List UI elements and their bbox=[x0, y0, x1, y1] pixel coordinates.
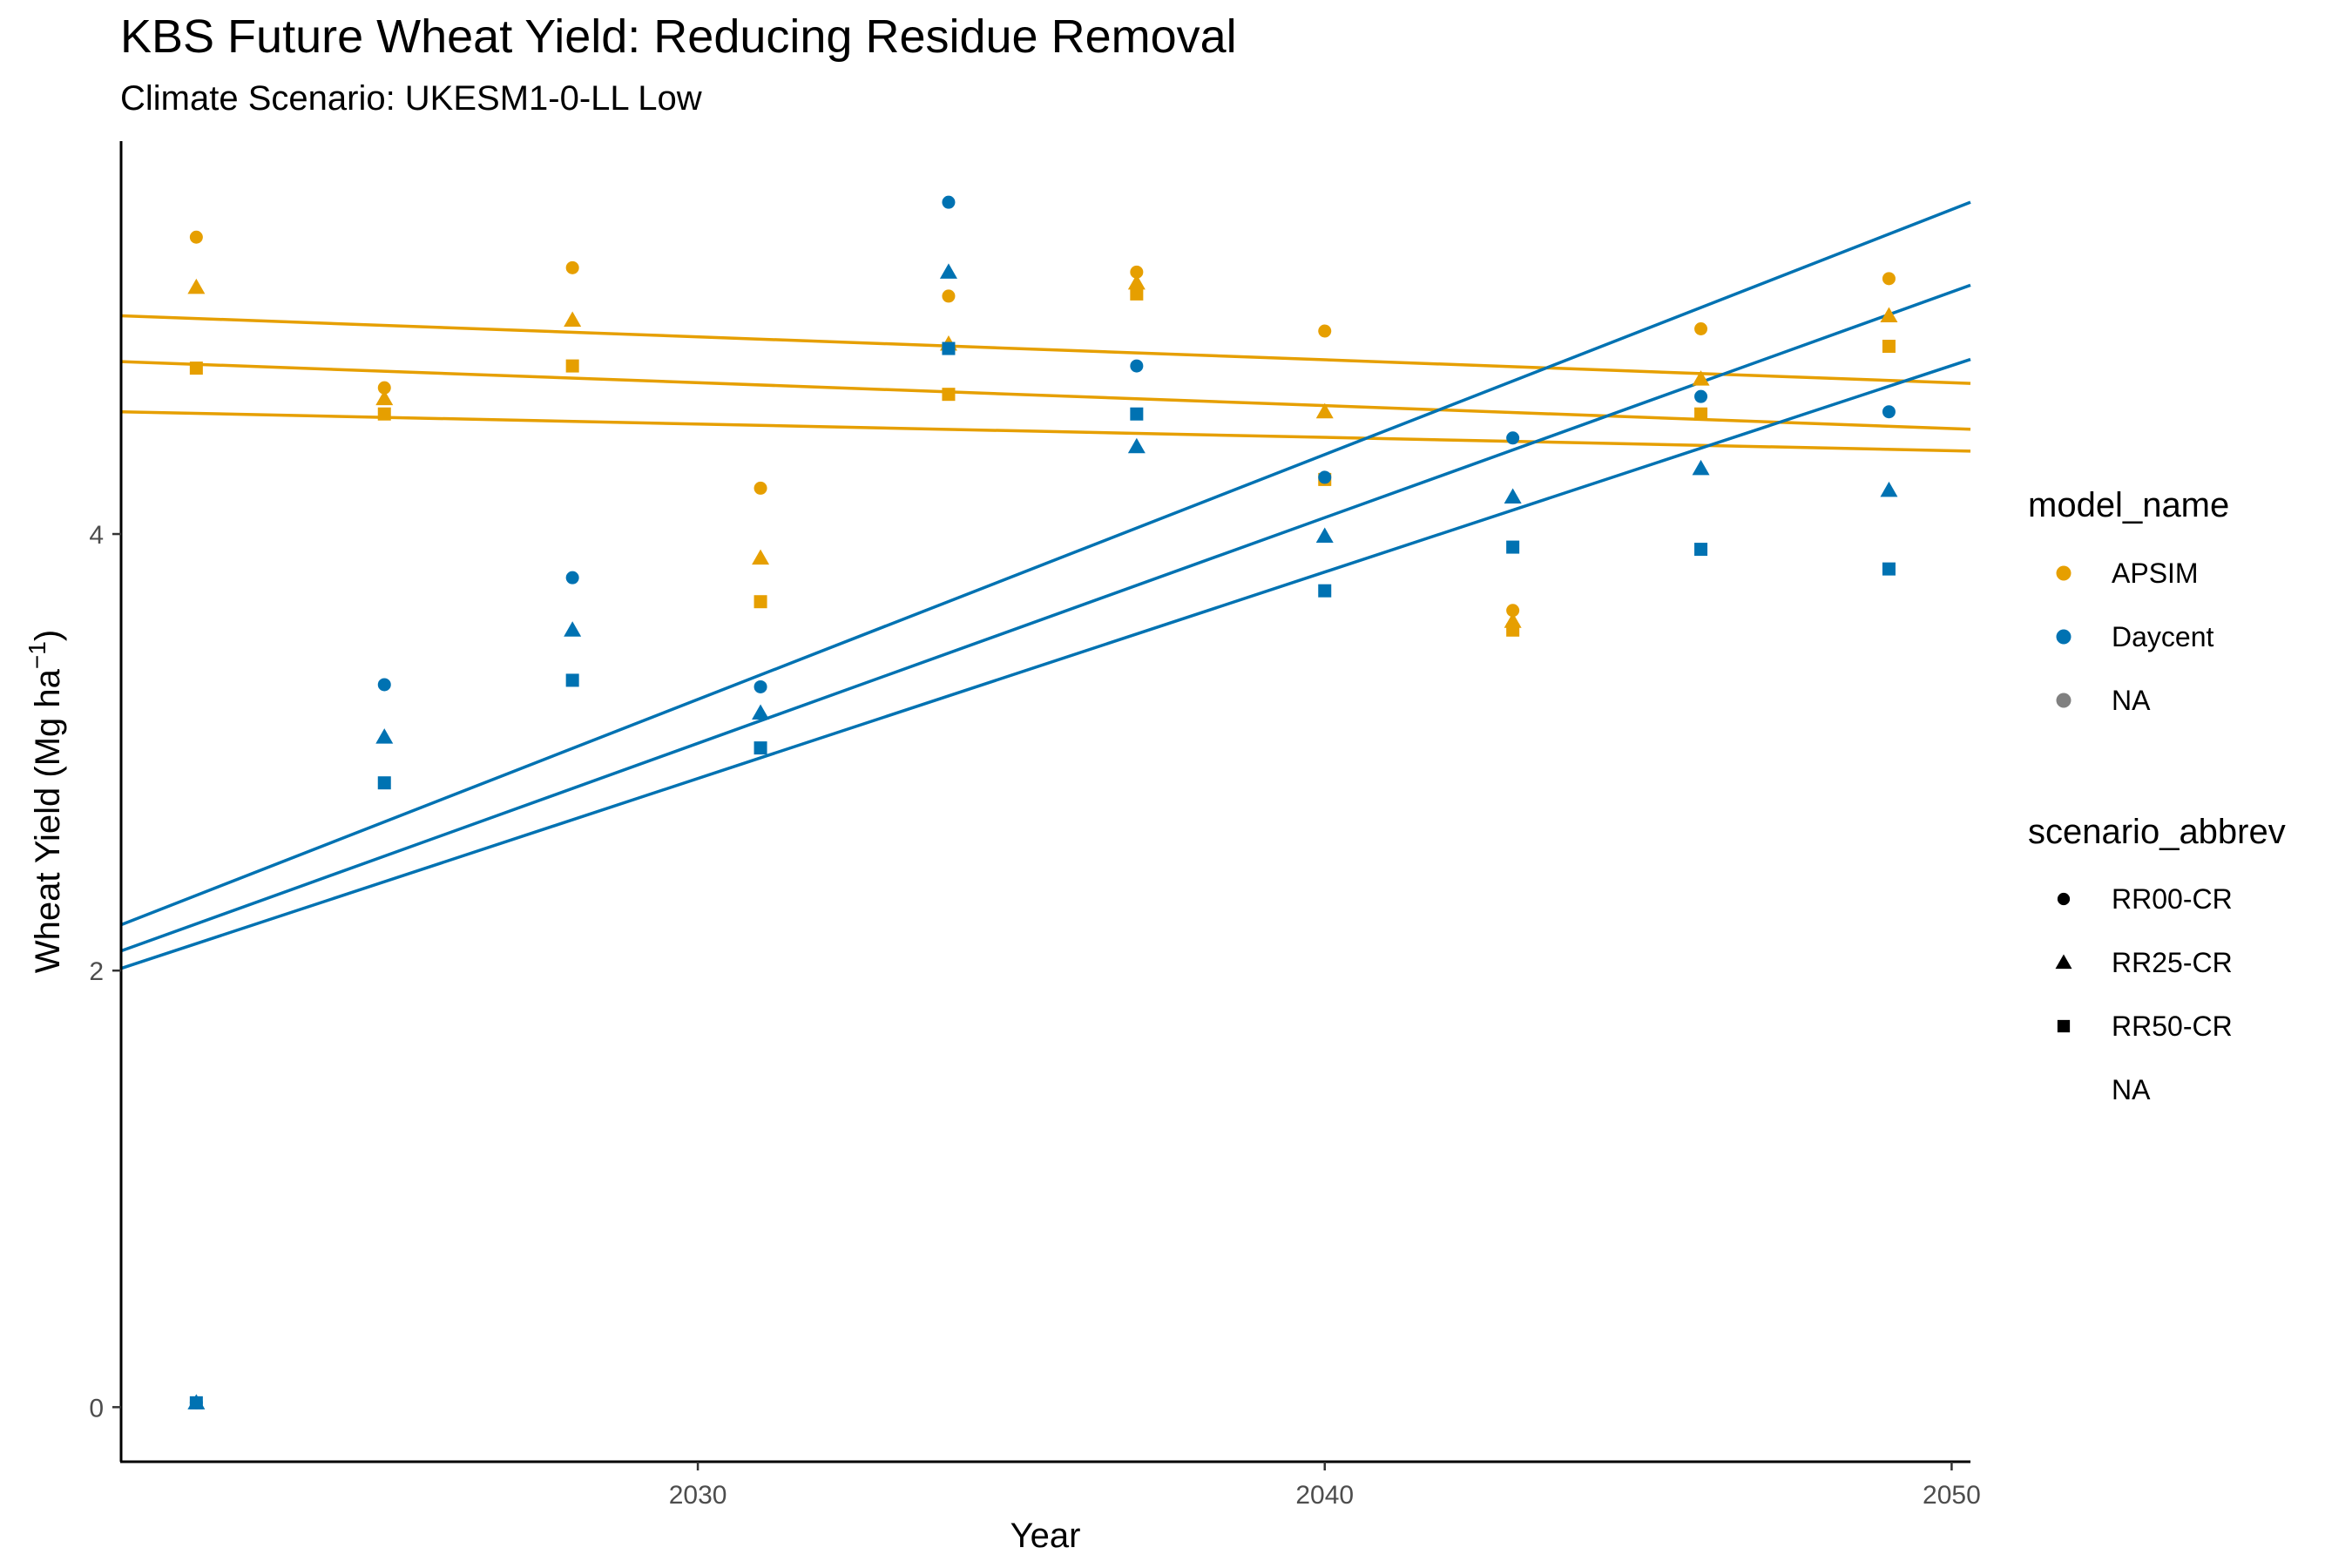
data-point-daycent-rr00-cr bbox=[942, 195, 956, 209]
data-point-apsim-rr00-cr bbox=[1694, 321, 1708, 335]
data-point-daycent-rr00-cr bbox=[1694, 389, 1708, 403]
data-point-daycent-rr00-cr bbox=[565, 571, 579, 585]
data-point-daycent-rr50-cr bbox=[754, 741, 767, 755]
data-point-daycent-rr25-cr bbox=[1692, 459, 1710, 476]
x-axis-title: Year bbox=[1010, 1517, 1081, 1555]
data-point-apsim-rr00-cr bbox=[189, 230, 203, 244]
data-point-apsim-rr50-cr bbox=[565, 359, 579, 373]
data-point-apsim-rr50-cr bbox=[189, 362, 203, 375]
trend-line-daycent-4 bbox=[120, 200, 1971, 927]
y-tick-label: 4 bbox=[89, 521, 104, 550]
data-point-apsim-rr50-cr bbox=[1506, 623, 1520, 637]
data-point-apsim-rr00-cr bbox=[565, 260, 579, 274]
data-point-daycent-rr50-cr bbox=[942, 341, 956, 355]
trend-lines bbox=[120, 200, 1971, 970]
data-point-daycent-rr25-cr bbox=[1504, 488, 1522, 504]
trend-line-apsim-2 bbox=[120, 360, 1971, 431]
data-point-apsim-rr25-cr bbox=[1315, 402, 1334, 419]
data-point-daycent-rr25-cr bbox=[375, 728, 394, 744]
data-point-apsim-rr25-cr bbox=[1127, 274, 1146, 290]
data-point-daycent-rr25-cr bbox=[1127, 437, 1146, 454]
data-point-apsim-rr00-cr bbox=[1130, 265, 1144, 279]
legend: model_name APSIM Daycent NA scenario_abbre… bbox=[2028, 486, 2286, 1105]
legend-shape-title: scenario_abbrev bbox=[2028, 813, 2286, 851]
data-point-apsim-rr25-cr bbox=[752, 549, 770, 565]
data-point-apsim-rr50-cr bbox=[942, 388, 956, 402]
data-point-apsim-rr25-cr bbox=[375, 389, 394, 406]
data-point-daycent-rr00-cr bbox=[754, 679, 767, 693]
data-point-apsim-rr25-cr bbox=[187, 278, 206, 294]
legend-label-na: NA bbox=[2112, 685, 2151, 716]
data-point-daycent-rr00-cr bbox=[377, 678, 391, 692]
data-point-daycent-rr25-cr bbox=[1880, 481, 1898, 497]
x-axis-ticks: 2030 2040 2050 bbox=[669, 1462, 1981, 1510]
data-points bbox=[187, 195, 1898, 1409]
legend-label-rr00-cr: RR00-CR bbox=[2112, 883, 2233, 915]
data-point-apsim-rr50-cr bbox=[1694, 407, 1708, 421]
data-point-apsim-rr00-cr bbox=[1506, 604, 1520, 618]
data-point-daycent-rr25-cr bbox=[1315, 527, 1334, 544]
data-point-apsim-rr50-cr bbox=[377, 407, 391, 421]
data-point-apsim-rr50-cr bbox=[754, 595, 767, 609]
data-point-daycent-rr50-cr bbox=[377, 776, 391, 790]
y-axis-title-main: Wheat Yield (Mg ha bbox=[29, 668, 67, 973]
trend-line-daycent-6 bbox=[120, 357, 1971, 970]
data-point-apsim-rr50-cr bbox=[1882, 340, 1896, 354]
data-point-daycent-rr50-cr bbox=[1882, 562, 1896, 576]
data-point-apsim-rr00-cr bbox=[942, 289, 956, 303]
legend-key-na bbox=[2056, 693, 2072, 708]
trend-line-apsim-1 bbox=[120, 314, 1971, 385]
data-point-daycent-rr50-cr bbox=[1506, 540, 1520, 554]
data-point-apsim-rr50-cr bbox=[1130, 287, 1144, 301]
data-point-daycent-rr50-cr bbox=[1694, 543, 1708, 557]
legend-key-apsim bbox=[2056, 565, 2072, 581]
data-point-apsim-rr00-cr bbox=[1882, 272, 1896, 286]
legend-key-daycent bbox=[2056, 629, 2072, 645]
plot-area bbox=[120, 195, 1971, 1409]
data-point-apsim-rr25-cr bbox=[564, 311, 582, 327]
data-point-apsim-rr25-cr bbox=[1880, 307, 1898, 322]
trend-line-daycent-5 bbox=[120, 283, 1971, 953]
legend-label-daycent: Daycent bbox=[2112, 621, 2214, 652]
legend-key-rr50-cr bbox=[2057, 1019, 2071, 1033]
y-tick-label: 2 bbox=[89, 957, 104, 986]
data-point-daycent-rr00-cr bbox=[1130, 359, 1144, 373]
data-point-daycent-rr25-cr bbox=[564, 621, 582, 637]
data-point-daycent-rr25-cr bbox=[939, 263, 957, 279]
legend-label-na: NA bbox=[2112, 1074, 2151, 1105]
data-point-daycent-rr50-cr bbox=[565, 673, 579, 687]
data-point-apsim-rr00-cr bbox=[1318, 324, 1332, 338]
y-axis-title: Wheat Yield (Mg ha−1) bbox=[24, 630, 67, 973]
data-point-daycent-rr50-cr bbox=[189, 1396, 203, 1409]
legend-label-rr25-cr: RR25-CR bbox=[2112, 947, 2233, 978]
trend-line-apsim-3 bbox=[120, 409, 1971, 453]
legend-label-rr50-cr: RR50-CR bbox=[2112, 1010, 2233, 1042]
data-point-apsim-rr00-cr bbox=[754, 481, 767, 495]
x-tick-label: 2040 bbox=[1295, 1481, 1354, 1510]
data-point-apsim-rr25-cr bbox=[1692, 370, 1710, 386]
x-tick-label: 2050 bbox=[1923, 1481, 1981, 1510]
data-point-apsim-rr00-cr bbox=[377, 381, 391, 395]
data-point-daycent-rr00-cr bbox=[1506, 431, 1520, 445]
y-axis-title-superscript: −1 bbox=[24, 641, 51, 669]
legend-key-rr25-cr bbox=[2055, 954, 2072, 970]
legend-color-title: model_name bbox=[2028, 486, 2229, 524]
data-point-daycent-rr50-cr bbox=[1130, 407, 1144, 421]
x-tick-label: 2030 bbox=[669, 1481, 727, 1510]
y-axis-ticks: 0 2 4 bbox=[89, 521, 121, 1423]
y-tick-label: 0 bbox=[89, 1394, 104, 1423]
legend-shape-items: RR00-CR RR25-CR RR50-CR NA bbox=[2055, 883, 2233, 1105]
chart-subtitle: Climate Scenario: UKESM1-0-LL Low bbox=[120, 79, 702, 118]
legend-color-items: APSIM Daycent NA bbox=[2056, 558, 2214, 716]
y-axis-title-close: ) bbox=[29, 630, 67, 641]
data-point-daycent-rr50-cr bbox=[1318, 584, 1332, 598]
data-point-daycent-rr25-cr bbox=[752, 704, 770, 720]
data-point-daycent-rr00-cr bbox=[1318, 470, 1332, 484]
data-point-daycent-rr00-cr bbox=[1882, 405, 1896, 419]
legend-label-apsim: APSIM bbox=[2112, 558, 2199, 589]
legend-key-rr00-cr bbox=[2057, 892, 2071, 906]
chart-title: KBS Future Wheat Yield: Reducing Residue… bbox=[120, 10, 1237, 63]
